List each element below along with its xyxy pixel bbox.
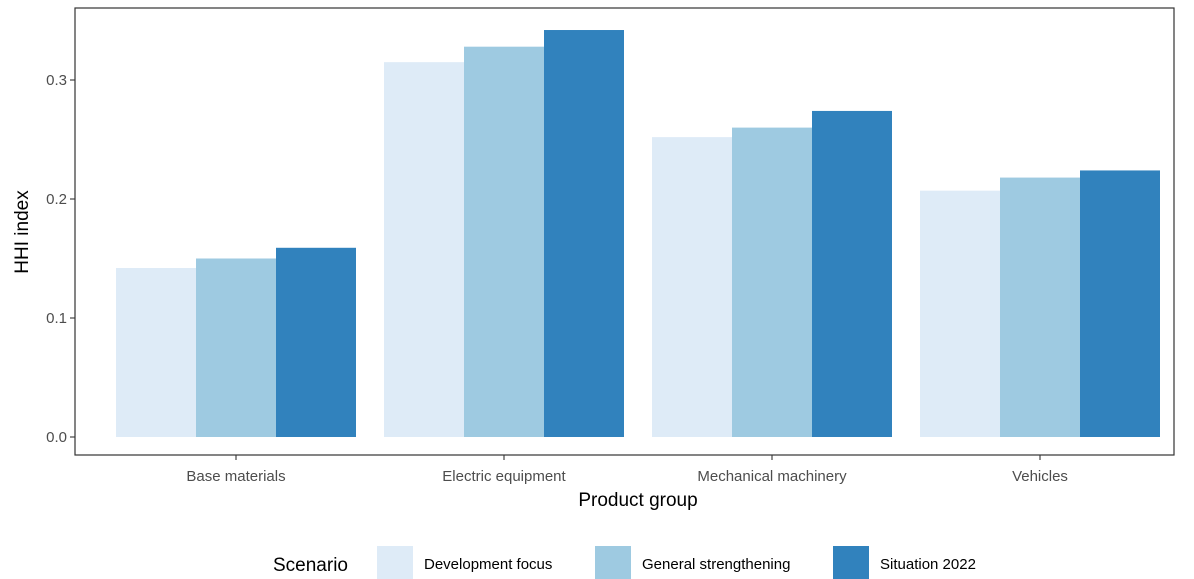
bar [732, 127, 812, 437]
bar [1000, 177, 1080, 437]
bar [544, 30, 624, 438]
bars-layer [116, 30, 1160, 438]
bar [196, 258, 276, 437]
bar [812, 110, 892, 437]
y-axis: 0.0 0.1 0.2 0.3 [46, 72, 75, 446]
legend: Scenario Development focus General streng… [273, 546, 976, 579]
y-tick-label: 0.2 [46, 191, 67, 208]
legend-label: Development focus [424, 556, 552, 573]
x-tick-label: Base materials [186, 468, 285, 485]
legend-title: Scenario [273, 555, 348, 576]
legend-label: Situation 2022 [880, 556, 976, 573]
y-axis-title: HHI index [12, 190, 33, 274]
panel-border [74, 7, 1175, 456]
x-tick-label: Vehicles [1012, 468, 1068, 485]
x-tick-label: Mechanical machinery [697, 468, 847, 485]
y-tick-label: 0.3 [46, 72, 67, 89]
bar [116, 268, 196, 437]
y-tick-label: 0.1 [46, 310, 67, 327]
x-tick-label: Electric equipment [442, 468, 566, 485]
bar [652, 137, 732, 437]
legend-key [833, 546, 869, 579]
x-axis-title: Product group [578, 490, 697, 511]
bar [384, 62, 464, 438]
bar [920, 190, 1000, 437]
bar [1080, 170, 1160, 437]
y-tick-label: 0.0 [46, 429, 67, 446]
x-axis: Base materials Electric equipment Mechanic… [186, 455, 1068, 485]
legend-key [595, 546, 631, 579]
legend-label: General strengthening [642, 556, 790, 573]
bar [276, 247, 356, 437]
bar [464, 46, 544, 438]
legend-key [377, 546, 413, 579]
